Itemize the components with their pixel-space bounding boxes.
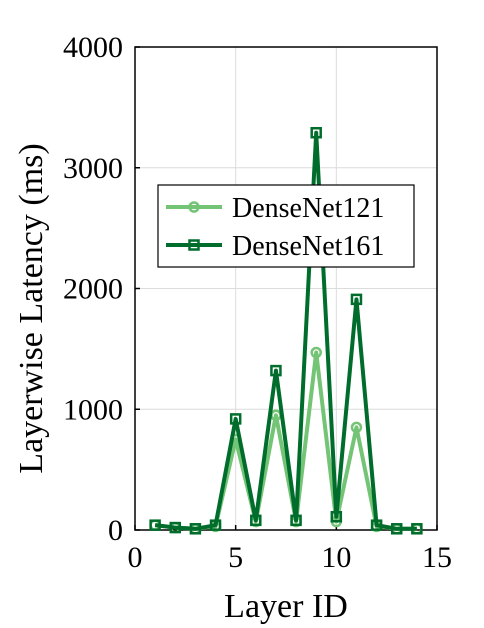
- y-tick-label: 0: [108, 514, 123, 547]
- x-axis-title: Layer ID: [224, 588, 348, 625]
- y-axis-title: Layerwise Latency (ms): [13, 143, 50, 473]
- y-tick-label: 2000: [63, 273, 123, 306]
- x-tick-label: 15: [422, 541, 452, 574]
- legend: DenseNet121 DenseNet161: [158, 185, 414, 267]
- legend-label: DenseNet161: [232, 231, 384, 262]
- legend-label: DenseNet121: [232, 193, 384, 224]
- y-tick-label: 3000: [63, 152, 123, 185]
- x-tick-label: 5: [228, 541, 243, 574]
- x-tick-label: 10: [321, 541, 351, 574]
- y-tick-label: 1000: [63, 393, 123, 426]
- y-axis-ticks: 0 1000 2000 3000 4000: [63, 31, 140, 547]
- x-tick-label: 0: [128, 541, 143, 574]
- y-tick-label: 4000: [63, 31, 123, 64]
